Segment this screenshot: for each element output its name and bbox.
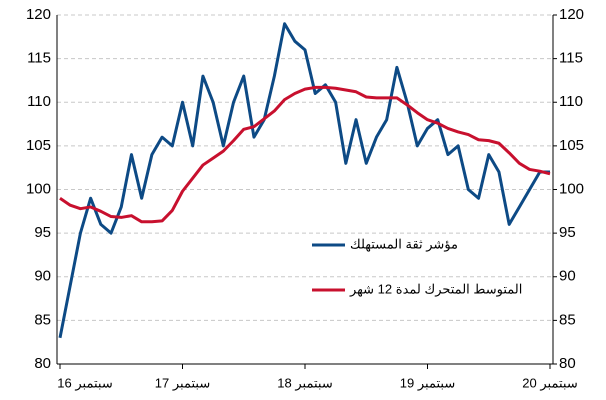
legend-label: مؤشر ثقة المستهلك [350,236,458,252]
y2-tick-label: 95 [559,224,576,241]
x-tick-label: سبتمبر 19 [400,375,455,391]
x-tick-label: سبتمبر 17 [155,375,210,391]
x-tick-label: سبتمبر 20 [522,375,577,391]
y2-tick-label: 90 [559,268,576,285]
y-tick-label: 105 [26,137,51,154]
y2-tick-label: 115 [559,50,583,67]
series-line [59,85,551,224]
y2-tick-label: 105 [559,137,584,154]
y-tick-label: 100 [26,180,51,197]
y-tick-label: 90 [34,268,51,285]
y-tick-label: 120 [26,6,51,23]
y2-tick-label: 85 [559,311,576,328]
y-tick-label: 110 [27,93,51,110]
y2-tick-label: 100 [559,180,584,197]
legend-label: المتوسط المتحرك لمدة 12 شهر [349,281,522,297]
y-tick-label: 95 [34,224,51,241]
y-tick-label: 85 [34,311,51,328]
y2-tick-label: 120 [559,6,584,23]
y2-tick-label: 80 [559,355,576,372]
y-tick-label: 80 [34,355,51,372]
y-tick-label: 115 [27,50,51,67]
x-tick-label: سبتمبر 16 [57,375,112,391]
series-line [58,22,550,339]
y2-tick-label: 110 [559,93,583,110]
x-tick-label: سبتمبر 18 [277,375,332,391]
